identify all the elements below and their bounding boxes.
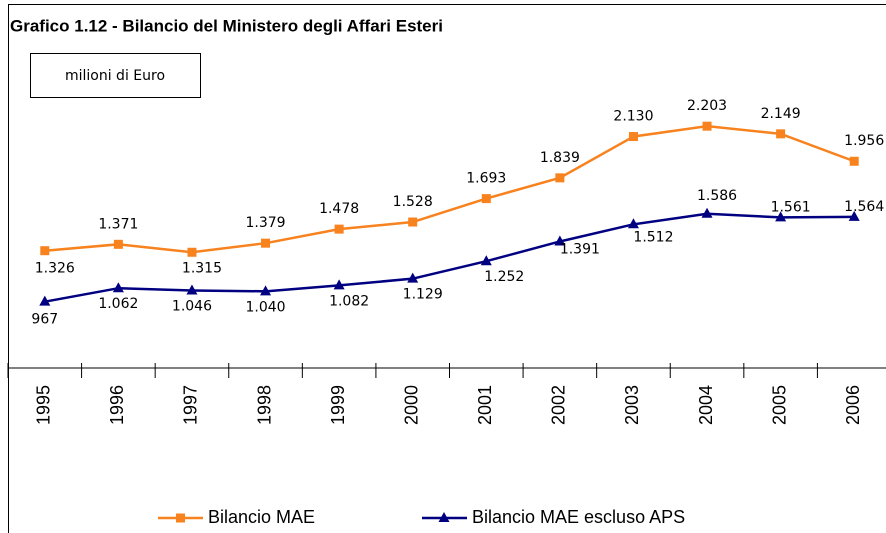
point — [775, 211, 787, 222]
x-tick-label: 2001 — [475, 385, 495, 425]
data-label: 967 — [31, 312, 58, 328]
data-label: 1.040 — [245, 299, 285, 315]
point — [333, 279, 345, 290]
point — [113, 239, 123, 249]
point — [480, 255, 492, 266]
data-label: 2.130 — [613, 109, 653, 125]
point — [407, 272, 419, 283]
point — [481, 194, 491, 204]
legend-marker — [438, 512, 450, 522]
point — [627, 218, 639, 229]
annotation: milioni di Euro — [65, 68, 165, 84]
x-tick-label: 2002 — [549, 385, 569, 425]
data-label: 2.149 — [761, 106, 801, 122]
data-label: 1.315 — [182, 260, 222, 276]
chart-frame — [8, 4, 886, 533]
x-tick-label: 2000 — [401, 385, 421, 425]
point — [39, 295, 51, 306]
data-label: 1.478 — [319, 201, 359, 217]
point — [408, 217, 418, 227]
data-label: 1.082 — [329, 293, 369, 309]
x-tick-label: 2005 — [769, 385, 789, 425]
data-label: 1.252 — [484, 269, 524, 285]
line — [44, 212, 855, 303]
x-tick-label: 2003 — [622, 385, 642, 425]
x-tick-label: 1995 — [34, 385, 54, 425]
x-tick-label: 1998 — [254, 385, 274, 425]
point — [334, 224, 344, 234]
line — [44, 124, 855, 254]
chart-title: Grafico 1.12 - Bilancio del Ministero de… — [10, 16, 443, 35]
legend-label: Bilancio MAE escluso APS — [472, 507, 685, 527]
x-tick-label: 1997 — [181, 385, 201, 425]
x-tick-label: 1996 — [107, 385, 127, 425]
data-label: 1.129 — [403, 287, 443, 303]
data-label: 1.564 — [844, 199, 884, 215]
point — [40, 246, 50, 256]
annotation-box — [30, 53, 201, 98]
data-label: 1.391 — [560, 241, 600, 257]
point — [186, 284, 198, 295]
x-tick-label: 2004 — [696, 385, 716, 425]
point — [555, 173, 565, 183]
point — [554, 235, 566, 246]
data-label: 1.046 — [172, 298, 212, 314]
data-label: 1.512 — [633, 229, 673, 245]
point — [848, 210, 860, 221]
data-label: 1.062 — [98, 296, 138, 312]
x-tick-label: 2006 — [843, 385, 863, 425]
legend-marker — [176, 513, 185, 523]
data-label: 1.528 — [393, 194, 433, 210]
point — [776, 129, 786, 139]
x-tick-label: 1999 — [328, 385, 348, 425]
point — [261, 238, 271, 248]
legend-label: Bilancio MAE — [208, 507, 315, 527]
data-label: 1.379 — [245, 215, 285, 231]
data-label: 2.203 — [687, 98, 727, 114]
point — [112, 282, 124, 293]
data-label: 1.326 — [35, 261, 75, 277]
data-label: 1.956 — [844, 133, 884, 149]
point — [187, 247, 197, 257]
data-label: 1.839 — [540, 150, 580, 166]
data-label: 1.586 — [697, 188, 737, 204]
data-label: 1.693 — [466, 171, 506, 187]
point — [260, 285, 272, 296]
point — [628, 132, 638, 142]
point — [849, 156, 859, 166]
data-label: 1.371 — [98, 216, 138, 232]
point — [702, 121, 712, 131]
point — [701, 207, 713, 218]
data-label: 1.561 — [771, 199, 811, 215]
